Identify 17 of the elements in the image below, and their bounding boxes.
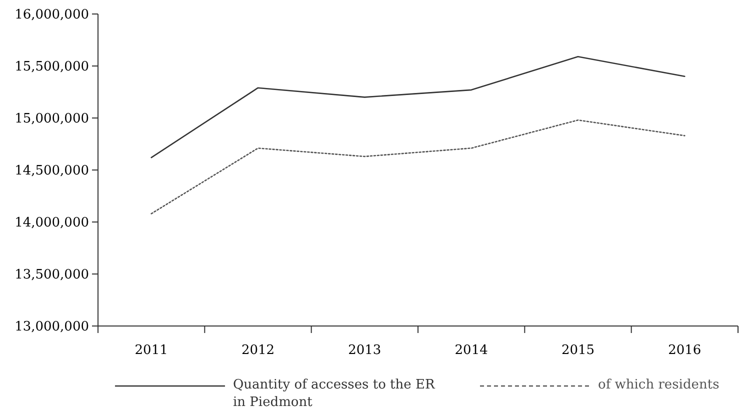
- x-tick-label: 2013: [348, 343, 382, 358]
- line-series: [150, 56, 686, 158]
- y-tick-label: 16,000,000: [14, 8, 89, 23]
- y-tick-label: 13,500,000: [14, 268, 89, 283]
- x-tick-label: 2014: [454, 343, 488, 358]
- x-tick-label: 2016: [668, 343, 702, 358]
- x-tick-label: 2012: [241, 343, 275, 358]
- y-tick-label: 14,500,000: [14, 164, 89, 179]
- text: of which residents: [598, 378, 720, 393]
- line-series: [150, 119, 686, 214]
- y-tick-label: 14,000,000: [14, 216, 89, 231]
- y-tick-label: 15,500,000: [14, 60, 89, 75]
- text: Quantity of accesses to the ER in Piedmont: [233, 378, 436, 410]
- x-tick-label: 2011: [134, 343, 168, 358]
- y-tick-label: 13,000,000: [14, 320, 89, 335]
- y-tick-label: 15,000,000: [14, 112, 89, 127]
- x-tick-label: 2015: [561, 343, 595, 358]
